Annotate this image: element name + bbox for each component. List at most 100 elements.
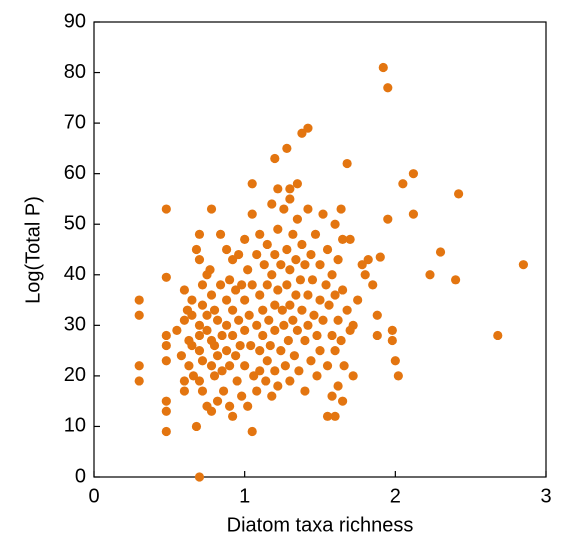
point	[291, 290, 301, 300]
point	[321, 280, 331, 290]
point	[265, 340, 275, 351]
point	[215, 229, 226, 239]
point	[300, 260, 310, 270]
y-tick-label: 40	[64, 263, 86, 285]
point	[330, 411, 340, 421]
y-tick-label: 80	[64, 61, 86, 83]
point	[493, 330, 503, 341]
point	[288, 315, 298, 325]
point	[303, 204, 313, 214]
point	[282, 244, 292, 255]
y-tick-label: 50	[64, 213, 86, 235]
point	[315, 346, 325, 356]
point	[270, 366, 280, 376]
point	[194, 229, 205, 239]
y-tick-label: 20	[64, 364, 86, 386]
point	[360, 270, 370, 280]
point	[225, 361, 235, 371]
point	[176, 351, 186, 361]
point	[383, 83, 393, 93]
point	[202, 325, 212, 335]
point	[225, 401, 235, 411]
point	[273, 285, 283, 295]
point	[342, 305, 352, 315]
point	[285, 376, 295, 386]
point	[187, 340, 197, 351]
point	[279, 204, 289, 214]
point	[215, 280, 226, 290]
x-tick-label: 2	[390, 485, 401, 507]
point	[161, 330, 171, 341]
point	[228, 255, 238, 265]
point	[179, 376, 189, 386]
point	[285, 184, 295, 194]
point	[390, 356, 400, 366]
point	[161, 272, 171, 282]
point	[338, 285, 348, 295]
point	[295, 275, 306, 285]
point	[276, 346, 286, 356]
point	[318, 209, 328, 219]
point	[297, 305, 307, 315]
point	[333, 255, 343, 265]
point	[244, 310, 254, 320]
point	[330, 290, 340, 300]
point	[262, 239, 272, 250]
point	[191, 244, 202, 255]
point	[209, 340, 220, 351]
point	[285, 265, 295, 275]
point	[270, 249, 280, 260]
point	[197, 300, 208, 310]
point	[345, 234, 355, 244]
point	[255, 346, 265, 356]
point	[179, 285, 189, 295]
point	[408, 169, 419, 179]
point	[283, 335, 293, 346]
point	[234, 315, 244, 325]
point	[285, 300, 295, 310]
point	[194, 376, 205, 386]
point	[327, 391, 337, 401]
point	[315, 295, 325, 305]
point	[228, 330, 238, 341]
point	[435, 247, 446, 257]
y-tick-label: 70	[64, 111, 86, 133]
point	[336, 204, 346, 214]
point	[161, 426, 171, 437]
point	[307, 275, 318, 285]
point	[289, 351, 299, 361]
point	[179, 386, 189, 396]
point	[357, 260, 367, 270]
point	[255, 290, 265, 300]
point	[327, 270, 337, 280]
point	[194, 346, 205, 356]
point	[282, 280, 292, 290]
point	[330, 219, 340, 229]
x-tick-label: 0	[88, 485, 99, 507]
point	[240, 295, 250, 305]
point	[262, 356, 272, 366]
point	[194, 255, 205, 265]
y-axis-label: Log(Total P)	[22, 196, 44, 304]
point	[338, 396, 348, 406]
point	[292, 179, 302, 189]
point	[267, 270, 277, 280]
y-tick-label: 90	[64, 10, 86, 32]
point	[247, 179, 257, 189]
point	[134, 376, 144, 386]
point	[187, 310, 197, 320]
point	[518, 260, 529, 270]
point	[252, 386, 262, 396]
point	[255, 366, 265, 376]
point	[398, 179, 408, 189]
point	[206, 361, 217, 371]
point	[247, 209, 257, 219]
point	[197, 356, 208, 366]
point	[246, 340, 256, 351]
point	[363, 255, 373, 265]
point	[454, 189, 464, 199]
point	[277, 305, 287, 315]
point	[240, 325, 250, 335]
point	[161, 406, 171, 416]
